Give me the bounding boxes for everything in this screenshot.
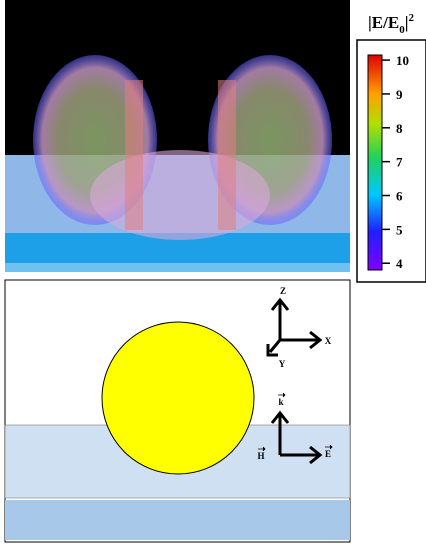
z-arrow (270, 297, 290, 340)
title-text: |E/E (368, 13, 399, 32)
axis-label: X (325, 336, 332, 346)
colorbar-title: |E/E0|2 (368, 12, 414, 36)
colorbar-tick-label: 6 (396, 189, 403, 204)
colorbar-box (356, 39, 426, 283)
particle (101, 321, 255, 475)
vector-label: H (257, 451, 264, 461)
overarrow (325, 444, 333, 450)
layer-dark (5, 500, 350, 540)
axes-arrows (266, 297, 323, 465)
title-sub: 0 (399, 24, 405, 36)
colorbar-tick-label: 7 (396, 155, 403, 170)
hotspot (218, 80, 236, 230)
overarrow (258, 446, 266, 452)
colorbar-tick-label: 4 (396, 256, 403, 271)
colorbar-tick-label: 10 (396, 53, 409, 68)
colorbar-tick-label: 8 (396, 121, 403, 136)
hotspot (125, 80, 143, 230)
substrate-bottom (5, 263, 350, 272)
axis-label: Y (279, 359, 286, 369)
field-center (90, 150, 270, 240)
colorbar-ticks: 4 5 6 7 8 9 10 (382, 53, 409, 271)
y-arrow (266, 339, 282, 357)
colorbar-gradient (367, 54, 383, 271)
title-sup: 2 (408, 12, 414, 24)
axis-label: Z (280, 286, 286, 296)
vector-label: k (278, 397, 283, 407)
vector-overarrows (258, 392, 333, 452)
e-arrow (280, 445, 323, 465)
title-after: | (405, 13, 409, 32)
vector-label: E (325, 449, 331, 459)
colorbar-tick-label: 5 (396, 222, 403, 237)
k-arrow (270, 410, 290, 455)
x-arrow (280, 330, 323, 350)
colorbar-tick-label: 9 (396, 87, 403, 102)
overarrow (278, 392, 286, 398)
